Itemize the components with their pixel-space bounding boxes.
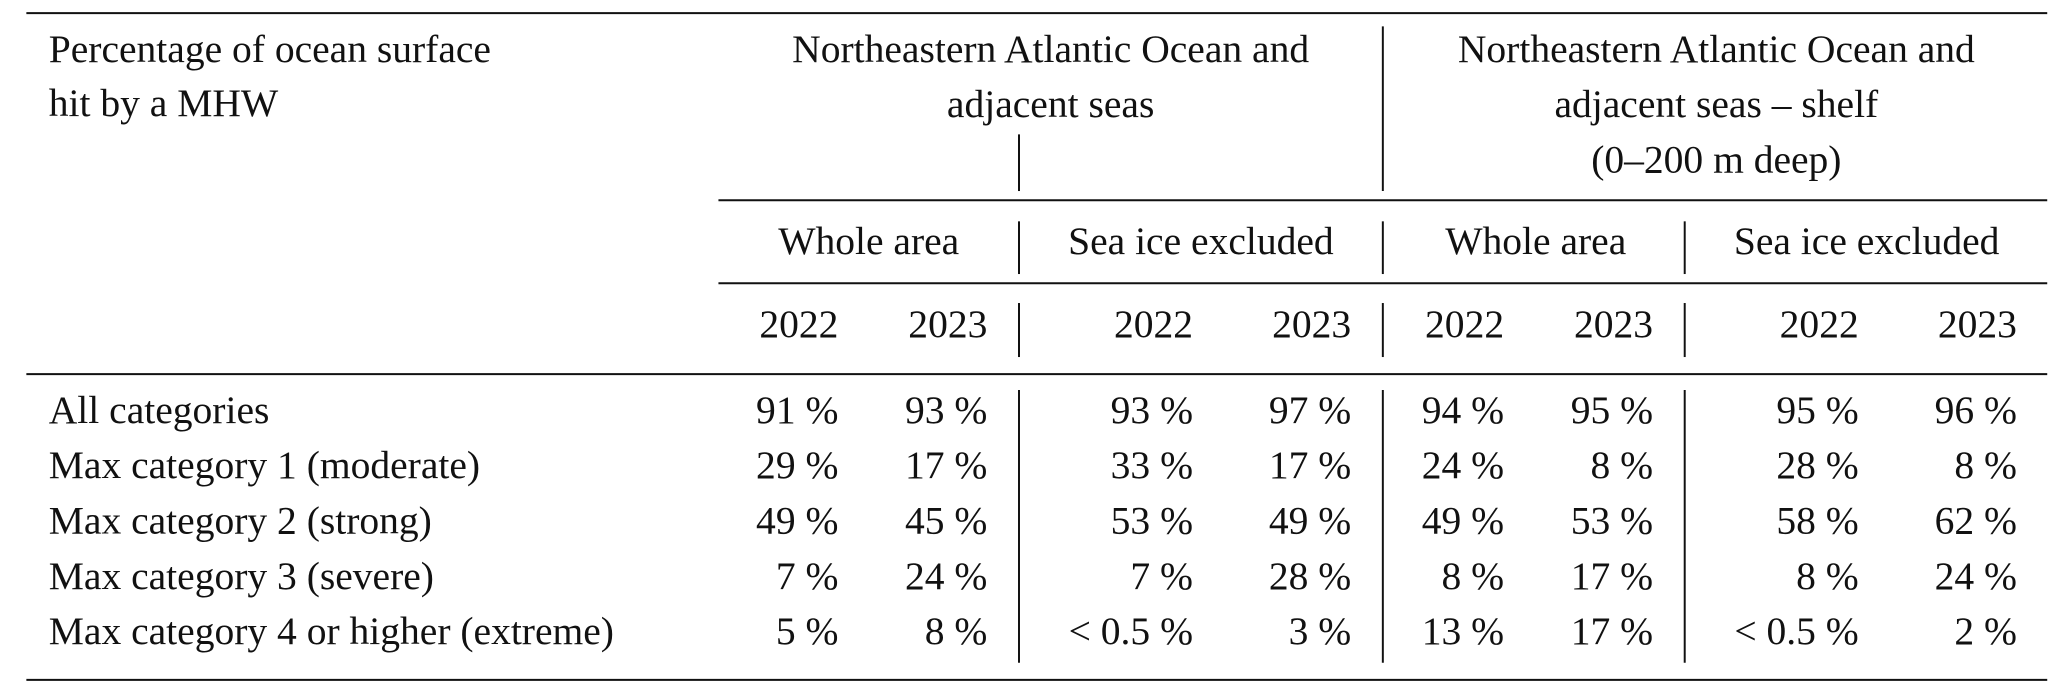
cell: 7 % xyxy=(1130,554,1193,598)
cell: 24 % xyxy=(1935,554,2017,598)
cell: 58 % xyxy=(1776,498,1858,542)
row-label: Max category 3 (severe) xyxy=(49,554,434,598)
cell: 28 % xyxy=(1269,554,1351,598)
cell: 93 % xyxy=(905,388,987,432)
cell: 94 % xyxy=(1422,388,1504,432)
cell: 33 % xyxy=(1111,443,1193,487)
cell: 17 % xyxy=(1571,554,1653,598)
subgroup-label: Sea ice excluded xyxy=(1734,219,2000,263)
cell: 95 % xyxy=(1776,388,1858,432)
cell: 13 % xyxy=(1422,609,1504,653)
cell: 8 % xyxy=(1954,443,2017,487)
row-header: hit by a MHW xyxy=(49,81,279,125)
cell: 2 % xyxy=(1954,609,2017,653)
row-label: All categories xyxy=(49,388,270,432)
cell: 29 % xyxy=(756,443,838,487)
subgroup-label: Whole area xyxy=(1445,219,1626,263)
cell: 8 % xyxy=(1796,554,1859,598)
year-label: 2022 xyxy=(1425,302,1504,346)
year-label: 2022 xyxy=(759,302,838,346)
cell: 7 % xyxy=(776,554,839,598)
year-label: 2023 xyxy=(1272,302,1351,346)
group-title: Northeastern Atlantic Ocean and xyxy=(792,27,1309,71)
year-label: 2023 xyxy=(1938,302,2017,346)
cell: 62 % xyxy=(1935,498,2017,542)
year-label: 2023 xyxy=(1574,302,1653,346)
cell: 8 % xyxy=(925,609,988,653)
cell: 53 % xyxy=(1111,498,1193,542)
row-label: Max category 2 (strong) xyxy=(49,498,432,542)
row-label: Max category 1 (moderate) xyxy=(49,443,480,487)
cell: 17 % xyxy=(1269,443,1351,487)
cell: 95 % xyxy=(1571,388,1653,432)
cell: 17 % xyxy=(905,443,987,487)
cell: 3 % xyxy=(1289,609,1352,653)
year-label: 2023 xyxy=(908,302,987,346)
cell: 45 % xyxy=(905,498,987,542)
cell: 49 % xyxy=(756,498,838,542)
cell: 8 % xyxy=(1590,443,1653,487)
subgroup-label: Sea ice excluded xyxy=(1068,219,1334,263)
row-header: Percentage of ocean surface xyxy=(49,27,491,71)
year-label: 2022 xyxy=(1780,302,1859,346)
cell: 93 % xyxy=(1111,388,1193,432)
cell: 17 % xyxy=(1571,609,1653,653)
cell: 8 % xyxy=(1442,554,1505,598)
group-title: adjacent seas – shelf xyxy=(1554,82,1879,126)
cell: < 0.5 % xyxy=(1734,609,1858,653)
group-title: adjacent seas xyxy=(947,82,1154,126)
row-label: Max category 4 or higher (extreme) xyxy=(49,609,614,653)
cell: < 0.5 % xyxy=(1069,609,1193,653)
cell: 24 % xyxy=(1422,443,1504,487)
cell: 97 % xyxy=(1269,388,1351,432)
cell: 49 % xyxy=(1422,498,1504,542)
cell: 96 % xyxy=(1935,388,2017,432)
group-title: Northeastern Atlantic Ocean and xyxy=(1458,27,1975,71)
year-label: 2022 xyxy=(1114,302,1193,346)
cell: 24 % xyxy=(905,554,987,598)
cell: 49 % xyxy=(1269,498,1351,542)
group-title: (0–200 m deep) xyxy=(1591,137,1841,181)
cell: 91 % xyxy=(756,388,838,432)
cell: 5 % xyxy=(776,609,839,653)
subgroup-label: Whole area xyxy=(778,219,959,263)
cell: 53 % xyxy=(1571,498,1653,542)
cell: 28 % xyxy=(1776,443,1858,487)
